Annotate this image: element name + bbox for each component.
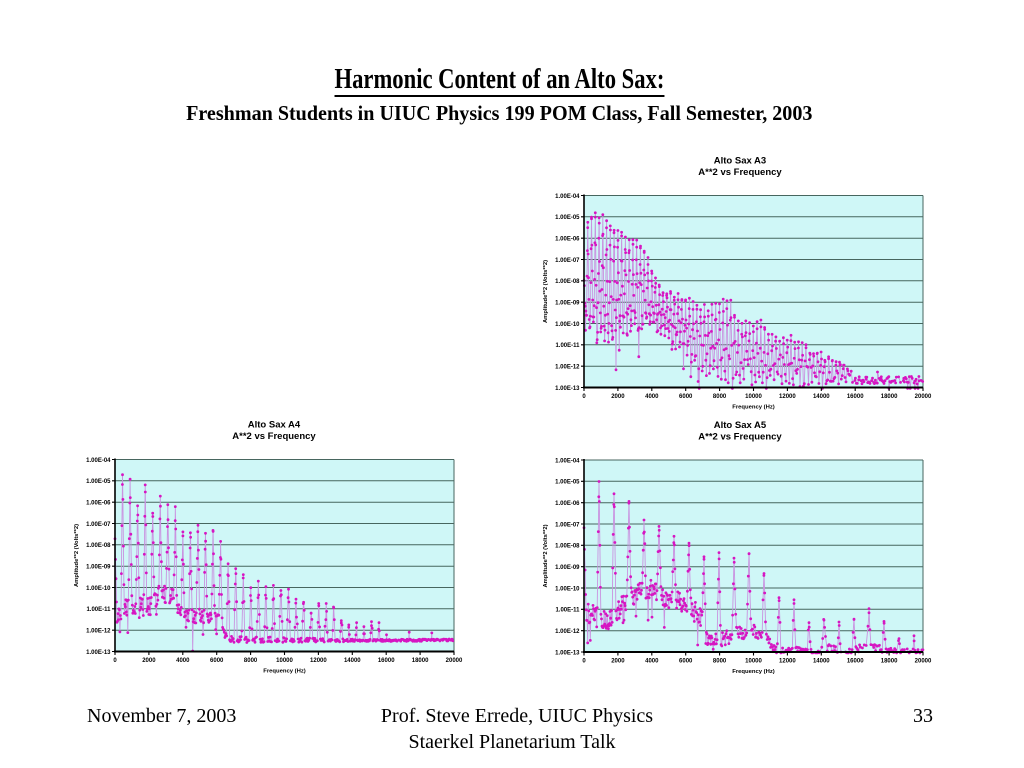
svg-text:16000: 16000 (847, 658, 864, 664)
svg-text:1.00E-09: 1.00E-09 (555, 301, 580, 307)
svg-text:4000: 4000 (645, 394, 659, 400)
svg-text:8000: 8000 (713, 394, 727, 400)
svg-text:2000: 2000 (142, 658, 156, 664)
svg-text:1.00E-11: 1.00E-11 (86, 607, 111, 613)
svg-text:1.00E-10: 1.00E-10 (555, 586, 580, 592)
svg-text:6000: 6000 (679, 394, 693, 400)
svg-text:1.00E-07: 1.00E-07 (86, 522, 111, 528)
svg-text:1.00E-09: 1.00E-09 (555, 565, 580, 571)
svg-text:8000: 8000 (244, 658, 258, 664)
svg-text:1.00E-04: 1.00E-04 (555, 194, 580, 200)
svg-text:1.00E-10: 1.00E-10 (555, 322, 580, 328)
svg-text:1.00E-13: 1.00E-13 (86, 650, 111, 656)
svg-text:1.00E-08: 1.00E-08 (86, 543, 111, 549)
svg-text:14000: 14000 (344, 658, 361, 664)
svg-text:0: 0 (113, 658, 117, 664)
svg-text:10000: 10000 (745, 658, 762, 664)
svg-text:Frequency (Hz): Frequency (Hz) (263, 669, 306, 675)
svg-text:Alto Sax A5: Alto Sax A5 (714, 420, 767, 431)
svg-text:Amplitude**2 (Volts**2): Amplitude**2 (Volts**2) (543, 524, 549, 587)
svg-text:2000: 2000 (611, 658, 625, 664)
svg-text:1.00E-04: 1.00E-04 (555, 458, 580, 464)
svg-text:Frequency (Hz): Frequency (Hz) (732, 405, 775, 411)
svg-text:Amplitude**2 (Volts**2): Amplitude**2 (Volts**2) (74, 524, 80, 587)
svg-text:1.00E-07: 1.00E-07 (555, 522, 580, 528)
svg-text:4000: 4000 (645, 658, 659, 664)
svg-text:1.00E-05: 1.00E-05 (555, 480, 580, 486)
svg-text:20000: 20000 (446, 658, 463, 664)
svg-text:12000: 12000 (310, 658, 327, 664)
svg-text:1.00E-05: 1.00E-05 (555, 215, 580, 221)
svg-text:6000: 6000 (210, 658, 224, 664)
svg-text:18000: 18000 (412, 658, 429, 664)
svg-text:1.00E-12: 1.00E-12 (555, 629, 580, 635)
svg-text:Alto Sax A3: Alto Sax A3 (714, 155, 766, 166)
svg-text:20000: 20000 (915, 394, 932, 400)
svg-text:1.00E-13: 1.00E-13 (555, 650, 580, 656)
svg-text:1.00E-08: 1.00E-08 (555, 544, 580, 550)
svg-text:20000: 20000 (915, 658, 932, 664)
svg-text:1.00E-12: 1.00E-12 (86, 629, 111, 635)
svg-text:Amplitude**2 (Volts**2): Amplitude**2 (Volts**2) (543, 260, 549, 323)
svg-text:14000: 14000 (813, 658, 830, 664)
svg-text:A**2 vs Frequency: A**2 vs Frequency (232, 431, 316, 442)
svg-text:1.00E-06: 1.00E-06 (555, 237, 580, 243)
svg-text:18000: 18000 (881, 394, 898, 400)
svg-text:16000: 16000 (378, 658, 395, 664)
svg-text:1.00E-05: 1.00E-05 (86, 479, 111, 485)
svg-text:A**2 vs Frequency: A**2 vs Frequency (698, 432, 782, 443)
svg-text:A**2 vs Frequency: A**2 vs Frequency (698, 167, 782, 178)
svg-text:1.00E-07: 1.00E-07 (555, 258, 580, 264)
svg-text:1.00E-12: 1.00E-12 (555, 365, 580, 371)
svg-text:6000: 6000 (679, 658, 693, 664)
svg-text:1.00E-10: 1.00E-10 (86, 586, 111, 592)
svg-text:Frequency (Hz): Frequency (Hz) (732, 669, 775, 675)
svg-text:8000: 8000 (713, 658, 727, 664)
svg-text:10000: 10000 (276, 658, 293, 664)
svg-text:18000: 18000 (881, 658, 898, 664)
svg-text:1.00E-09: 1.00E-09 (86, 565, 111, 571)
svg-text:1.00E-13: 1.00E-13 (555, 386, 580, 392)
svg-text:0: 0 (582, 658, 586, 664)
svg-text:16000: 16000 (847, 394, 864, 400)
svg-text:1.00E-06: 1.00E-06 (86, 501, 111, 507)
svg-text:14000: 14000 (813, 394, 830, 400)
svg-text:1.00E-06: 1.00E-06 (555, 501, 580, 507)
svg-text:2000: 2000 (611, 394, 625, 400)
svg-text:4000: 4000 (176, 658, 190, 664)
svg-text:Alto Sax A4: Alto Sax A4 (248, 419, 301, 430)
svg-text:1.00E-11: 1.00E-11 (555, 343, 580, 349)
svg-text:12000: 12000 (779, 394, 796, 400)
svg-text:0: 0 (582, 394, 586, 400)
svg-text:1.00E-04: 1.00E-04 (86, 458, 111, 464)
svg-text:1.00E-11: 1.00E-11 (555, 608, 580, 614)
svg-text:10000: 10000 (745, 394, 762, 400)
svg-text:12000: 12000 (779, 658, 796, 664)
svg-text:1.00E-08: 1.00E-08 (555, 279, 580, 285)
